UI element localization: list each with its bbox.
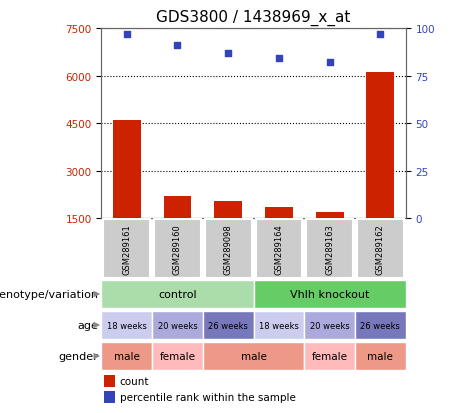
Point xyxy=(275,56,283,63)
Bar xyxy=(304,342,355,370)
Bar xyxy=(254,280,406,308)
Text: genotype/variation: genotype/variation xyxy=(0,289,98,299)
Bar xyxy=(203,342,304,370)
Text: female: female xyxy=(312,351,348,361)
Text: male: male xyxy=(241,351,266,361)
Text: GSM289163: GSM289163 xyxy=(325,223,334,274)
Text: Vhlh knockout: Vhlh knockout xyxy=(290,289,369,299)
Text: control: control xyxy=(158,289,197,299)
Bar xyxy=(304,311,355,339)
Bar xyxy=(101,311,152,339)
Bar xyxy=(101,342,152,370)
Point xyxy=(377,31,384,38)
Text: GSM289162: GSM289162 xyxy=(376,223,385,274)
Text: female: female xyxy=(160,351,195,361)
Point xyxy=(225,50,232,57)
Text: male: male xyxy=(114,351,140,361)
Text: GSM289098: GSM289098 xyxy=(224,223,233,274)
Text: percentile rank within the sample: percentile rank within the sample xyxy=(120,392,296,402)
Bar xyxy=(316,213,343,219)
Title: GDS3800 / 1438969_x_at: GDS3800 / 1438969_x_at xyxy=(156,10,351,26)
Bar xyxy=(366,73,394,219)
Text: GSM289160: GSM289160 xyxy=(173,223,182,274)
Text: 20 weeks: 20 weeks xyxy=(158,321,197,330)
Bar xyxy=(113,121,141,219)
Bar xyxy=(203,311,254,339)
Text: 26 weeks: 26 weeks xyxy=(361,321,400,330)
Point xyxy=(123,31,130,38)
Bar xyxy=(101,280,254,308)
Point xyxy=(174,43,181,49)
Text: 18 weeks: 18 weeks xyxy=(259,321,299,330)
Bar xyxy=(214,202,242,219)
Bar xyxy=(254,311,304,339)
Text: GSM289164: GSM289164 xyxy=(274,223,284,274)
Bar xyxy=(152,311,203,339)
Bar xyxy=(103,219,150,278)
Text: 20 weeks: 20 weeks xyxy=(310,321,349,330)
Text: age: age xyxy=(77,320,98,330)
Text: male: male xyxy=(367,351,393,361)
Text: GSM289161: GSM289161 xyxy=(122,223,131,274)
Bar xyxy=(152,342,203,370)
Bar xyxy=(205,219,252,278)
Bar xyxy=(355,342,406,370)
Bar xyxy=(154,219,201,278)
Bar xyxy=(265,208,293,219)
Point xyxy=(326,60,333,66)
Text: 18 weeks: 18 weeks xyxy=(107,321,147,330)
Bar xyxy=(306,219,353,278)
Bar xyxy=(357,219,404,278)
Bar xyxy=(105,375,115,387)
Bar xyxy=(164,197,191,219)
Bar xyxy=(355,311,406,339)
Bar xyxy=(105,392,115,403)
Bar xyxy=(255,219,302,278)
Text: gender: gender xyxy=(59,351,98,361)
Text: count: count xyxy=(120,376,149,386)
Text: 26 weeks: 26 weeks xyxy=(208,321,248,330)
